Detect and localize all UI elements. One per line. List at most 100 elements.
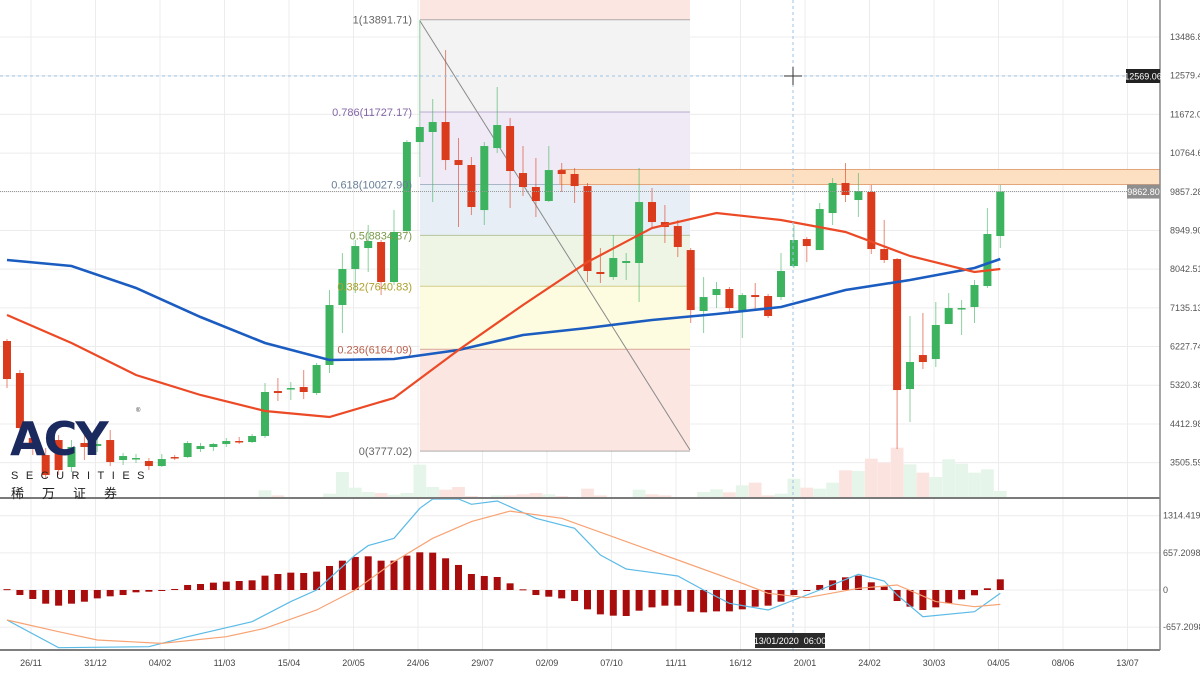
time-axis-label: 02/09 bbox=[536, 658, 559, 668]
candle-body bbox=[764, 296, 773, 317]
fibonacci-retracement[interactable] bbox=[420, 0, 690, 452]
macd-histogram-bar bbox=[467, 574, 475, 590]
fib-zone-top bbox=[420, 0, 690, 20]
price-axis-label: 6227.74 bbox=[1170, 342, 1200, 352]
volume-bar bbox=[400, 493, 414, 497]
candle bbox=[196, 443, 205, 453]
candle bbox=[519, 146, 527, 197]
candle-body bbox=[725, 289, 734, 309]
candlesticks bbox=[3, 19, 1005, 479]
macd-histogram-bar bbox=[300, 572, 308, 590]
time-axis-label: 16/12 bbox=[729, 658, 752, 668]
candle bbox=[67, 440, 76, 473]
candle-body bbox=[957, 308, 966, 310]
candle bbox=[235, 437, 244, 445]
candle-body bbox=[80, 443, 89, 448]
candle bbox=[3, 339, 11, 389]
candle bbox=[132, 454, 140, 464]
candle-body bbox=[983, 234, 992, 287]
current-price-value: 9862.80 bbox=[1127, 187, 1160, 197]
candle bbox=[983, 208, 992, 289]
candle bbox=[918, 313, 927, 370]
volume-bar bbox=[439, 489, 452, 497]
candle bbox=[157, 454, 166, 468]
candle-body bbox=[583, 186, 592, 272]
macd-signal-line bbox=[6, 510, 1001, 645]
macd-histogram-bar bbox=[816, 584, 824, 590]
time-axis-label: 07/10 bbox=[600, 658, 623, 668]
candle bbox=[402, 140, 411, 233]
candle-body bbox=[648, 202, 656, 223]
time-axis[interactable]: 26/11 31/12 04/02 11/03 15/04 20/05 24/06 29/07… bbox=[20, 658, 1139, 668]
candle bbox=[41, 448, 50, 479]
volume-bar bbox=[877, 462, 891, 497]
candle bbox=[531, 158, 540, 218]
macd-histogram-bar bbox=[584, 590, 591, 610]
candle bbox=[144, 458, 153, 471]
candle bbox=[906, 316, 914, 423]
crosshair-price-value: 12569.06 bbox=[1124, 72, 1162, 82]
logo-brand: ACY bbox=[10, 412, 109, 466]
macd-histogram-bar bbox=[842, 577, 849, 590]
candle-body bbox=[428, 122, 437, 133]
candle-body bbox=[467, 165, 476, 208]
candle-body bbox=[918, 355, 927, 363]
macd-histogram-bar bbox=[442, 558, 450, 590]
fib-trend-line[interactable] bbox=[419, 20, 691, 451]
candle bbox=[480, 142, 489, 226]
macd-histogram-bar bbox=[609, 590, 617, 616]
macd-histogram-bar bbox=[713, 590, 720, 612]
candle bbox=[28, 425, 37, 456]
volume-bar bbox=[942, 459, 956, 497]
macd-panel bbox=[3, 499, 1004, 649]
time-axis-label: 24/02 bbox=[858, 658, 881, 668]
candle-body bbox=[970, 285, 979, 308]
macd-histogram-bar bbox=[661, 590, 669, 606]
candle-body bbox=[712, 289, 721, 296]
macd-histogram-bar bbox=[364, 556, 372, 590]
macd-histogram-bar bbox=[184, 584, 192, 590]
macd-histogram-bar bbox=[132, 590, 140, 593]
candle-body bbox=[222, 441, 231, 445]
price-axis-label: 10764.67 bbox=[1170, 148, 1200, 158]
candle-body bbox=[261, 392, 269, 437]
volume-bar bbox=[348, 487, 362, 497]
candle-body bbox=[609, 258, 618, 278]
candle bbox=[738, 293, 747, 339]
macd-histogram-bar bbox=[93, 590, 101, 599]
macd-histogram-bar bbox=[16, 590, 24, 596]
candle-body bbox=[557, 170, 566, 175]
macd-histogram-bar bbox=[635, 590, 643, 611]
macd-histogram-bar bbox=[455, 564, 462, 590]
volume-bar bbox=[955, 463, 968, 497]
macd-histogram-bar bbox=[687, 590, 695, 612]
candle-body bbox=[170, 457, 179, 459]
price-axis-label: 8042.51 bbox=[1170, 264, 1200, 274]
macd-histogram-bar bbox=[648, 590, 656, 608]
time-axis-label: 11/03 bbox=[214, 658, 236, 668]
candle-body bbox=[196, 446, 205, 450]
candle-body bbox=[54, 440, 63, 471]
volume-bars bbox=[258, 447, 1007, 497]
resistance-zone[interactable] bbox=[559, 168, 1161, 186]
volume-bar bbox=[594, 495, 607, 497]
price-axis-label: 5320.36 bbox=[1170, 380, 1200, 390]
price-axis-label: 11672.05 bbox=[1170, 109, 1200, 119]
candle bbox=[286, 382, 295, 401]
volume-bar bbox=[632, 489, 646, 497]
time-axis-label: 31/12 bbox=[84, 658, 107, 668]
price-axis[interactable]: 13486.82 12579.43 11672.05 10764.67 9857.28 8… bbox=[1170, 32, 1200, 468]
macd-histogram-bar bbox=[338, 560, 346, 590]
candle bbox=[183, 441, 192, 459]
candle bbox=[789, 225, 798, 269]
candle-body bbox=[686, 250, 695, 311]
volume-bar bbox=[529, 493, 543, 497]
macd-histogram-bar bbox=[674, 590, 682, 606]
time-axis-label: 20/05 bbox=[342, 658, 365, 668]
macd-histogram-bar bbox=[158, 590, 166, 591]
candle-body bbox=[777, 271, 785, 298]
volume-bar bbox=[697, 492, 710, 497]
candle bbox=[893, 258, 902, 450]
